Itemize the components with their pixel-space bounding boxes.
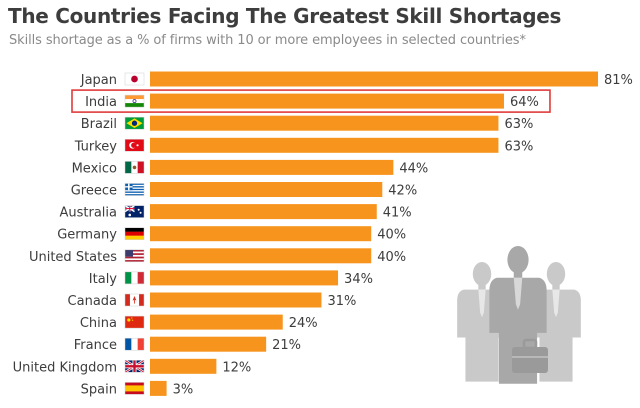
category-label: Turkey bbox=[74, 139, 118, 154]
data-label: 21% bbox=[272, 338, 301, 353]
category-label: China bbox=[80, 316, 117, 331]
flag-italy-icon bbox=[124, 271, 145, 285]
bar-row-greece: Greece 42% bbox=[71, 182, 417, 199]
bar-row-united-kingdom: United Kingdom 12% bbox=[13, 358, 251, 375]
flag-united-kingdom-icon bbox=[124, 360, 145, 373]
category-label: Germany bbox=[57, 228, 117, 243]
flag-japan-icon bbox=[124, 72, 145, 86]
flag-india-icon bbox=[124, 94, 145, 108]
data-label: 44% bbox=[399, 161, 428, 176]
data-label: 34% bbox=[344, 272, 373, 287]
bar-row-brazil: Brazil 63% bbox=[81, 115, 533, 132]
data-label: 81% bbox=[604, 73, 633, 88]
data-label: 64% bbox=[510, 95, 539, 110]
bar-germany bbox=[150, 226, 372, 242]
bar-japan bbox=[150, 71, 598, 87]
category-label: Greece bbox=[71, 184, 117, 199]
business-people-with-briefcase-icon bbox=[457, 246, 581, 384]
data-label: 42% bbox=[388, 184, 417, 199]
flag-mexico-icon bbox=[124, 161, 145, 174]
flag-france-icon bbox=[124, 337, 145, 351]
data-label: 3% bbox=[173, 382, 194, 397]
bar-row-turkey: Turkey 63% bbox=[74, 137, 533, 154]
bar-row-australia: Australia 41% bbox=[59, 204, 412, 221]
briefcase-icon bbox=[512, 338, 548, 373]
bar-row-japan: Japan 81% bbox=[80, 71, 633, 88]
category-label: Canada bbox=[68, 294, 117, 309]
bar-row-mexico: Mexico 44% bbox=[72, 159, 428, 176]
data-label: 63% bbox=[504, 139, 533, 154]
bar-row-india: India 64% bbox=[85, 93, 539, 110]
bar-row-germany: Germany 40% bbox=[57, 226, 406, 243]
category-label: United States bbox=[29, 250, 117, 265]
flag-canada-icon bbox=[124, 293, 145, 307]
bar-turkey bbox=[150, 137, 499, 153]
bar-italy bbox=[150, 270, 339, 286]
flag-spain-icon bbox=[124, 382, 145, 395]
flag-australia-icon bbox=[124, 205, 145, 218]
data-label: 40% bbox=[377, 250, 406, 265]
bar-france bbox=[150, 336, 267, 352]
category-label: Mexico bbox=[72, 161, 117, 176]
bar-row-china: China 24% bbox=[80, 314, 318, 331]
bar-china bbox=[150, 314, 283, 330]
data-label: 40% bbox=[377, 228, 406, 243]
bar-row-italy: Italy 34% bbox=[89, 270, 373, 287]
category-label: Italy bbox=[89, 272, 118, 287]
bar-india bbox=[150, 93, 504, 109]
bar-greece bbox=[150, 182, 383, 197]
category-label: Spain bbox=[81, 382, 117, 397]
data-label: 41% bbox=[383, 206, 412, 221]
bar-spain bbox=[150, 380, 167, 396]
bar-united-kingdom bbox=[150, 358, 217, 374]
bar-united-states bbox=[150, 248, 372, 264]
category-label: India bbox=[85, 95, 117, 110]
category-label: Australia bbox=[59, 206, 117, 221]
flag-germany-icon bbox=[124, 227, 145, 240]
category-label: France bbox=[74, 338, 117, 353]
category-label: Brazil bbox=[81, 117, 117, 132]
chart-subtitle: Skills shortage as a % of firms with 10 … bbox=[9, 33, 526, 48]
flag-china-icon bbox=[124, 315, 145, 329]
bar-canada bbox=[150, 292, 322, 308]
category-label: Japan bbox=[80, 73, 117, 88]
bar-row-united-states: United States 40% bbox=[29, 248, 406, 265]
data-label: 31% bbox=[327, 294, 356, 309]
flag-united-states-icon bbox=[124, 249, 145, 263]
highlight-box bbox=[71, 89, 551, 113]
bar-brazil bbox=[150, 115, 499, 131]
flag-turkey-icon bbox=[124, 139, 145, 152]
bar-row-france: France 21% bbox=[74, 336, 301, 353]
data-label: 24% bbox=[289, 316, 318, 331]
category-label: United Kingdom bbox=[13, 360, 117, 375]
data-label: 12% bbox=[222, 360, 251, 375]
flag-greece-icon bbox=[124, 183, 145, 196]
flag-brazil-icon bbox=[124, 116, 145, 130]
data-label: 63% bbox=[504, 117, 533, 132]
bar-australia bbox=[150, 204, 377, 220]
bar-row-canada: Canada 31% bbox=[68, 292, 356, 309]
bar-row-spain: Spain 3% bbox=[81, 380, 194, 397]
bar-mexico bbox=[150, 159, 394, 175]
chart-title: The Countries Facing The Greatest Skill … bbox=[8, 4, 562, 28]
